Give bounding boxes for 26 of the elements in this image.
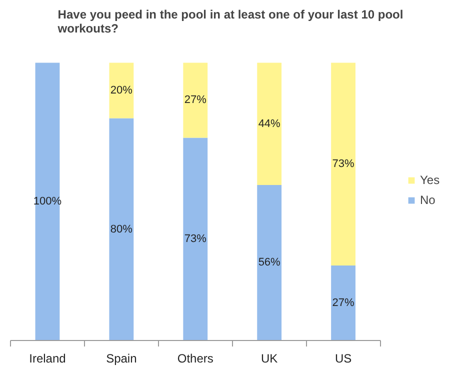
bar [35,62,60,340]
legend-label: Yes [420,173,440,187]
bar [331,62,356,266]
data-label: 27% [184,94,207,106]
bar [331,266,356,340]
data-label: 73% [184,233,207,246]
data-label: 44% [258,118,281,130]
bar [183,62,208,138]
bar [183,138,208,340]
data-label: 56% [258,256,281,269]
x-tick-label: Spain [106,352,137,366]
x-tick-label: Ireland [29,352,66,366]
data-label: 73% [332,158,354,170]
chart-title: Have you peed in the pool in at least one of your last 10 pool workouts? [56,8,404,36]
bar [257,184,282,340]
x-tick-label: UK [260,352,278,366]
data-label: 80% [110,223,133,236]
data-label: 27% [332,297,354,309]
data-label: 100% [33,196,62,208]
legend-label: No [420,193,436,207]
data-label: 20% [110,84,133,96]
bar [109,62,134,118]
x-tick-label: Others [177,352,214,366]
x-tick-label: US [334,352,352,366]
bar [109,118,134,340]
bar [257,62,282,185]
